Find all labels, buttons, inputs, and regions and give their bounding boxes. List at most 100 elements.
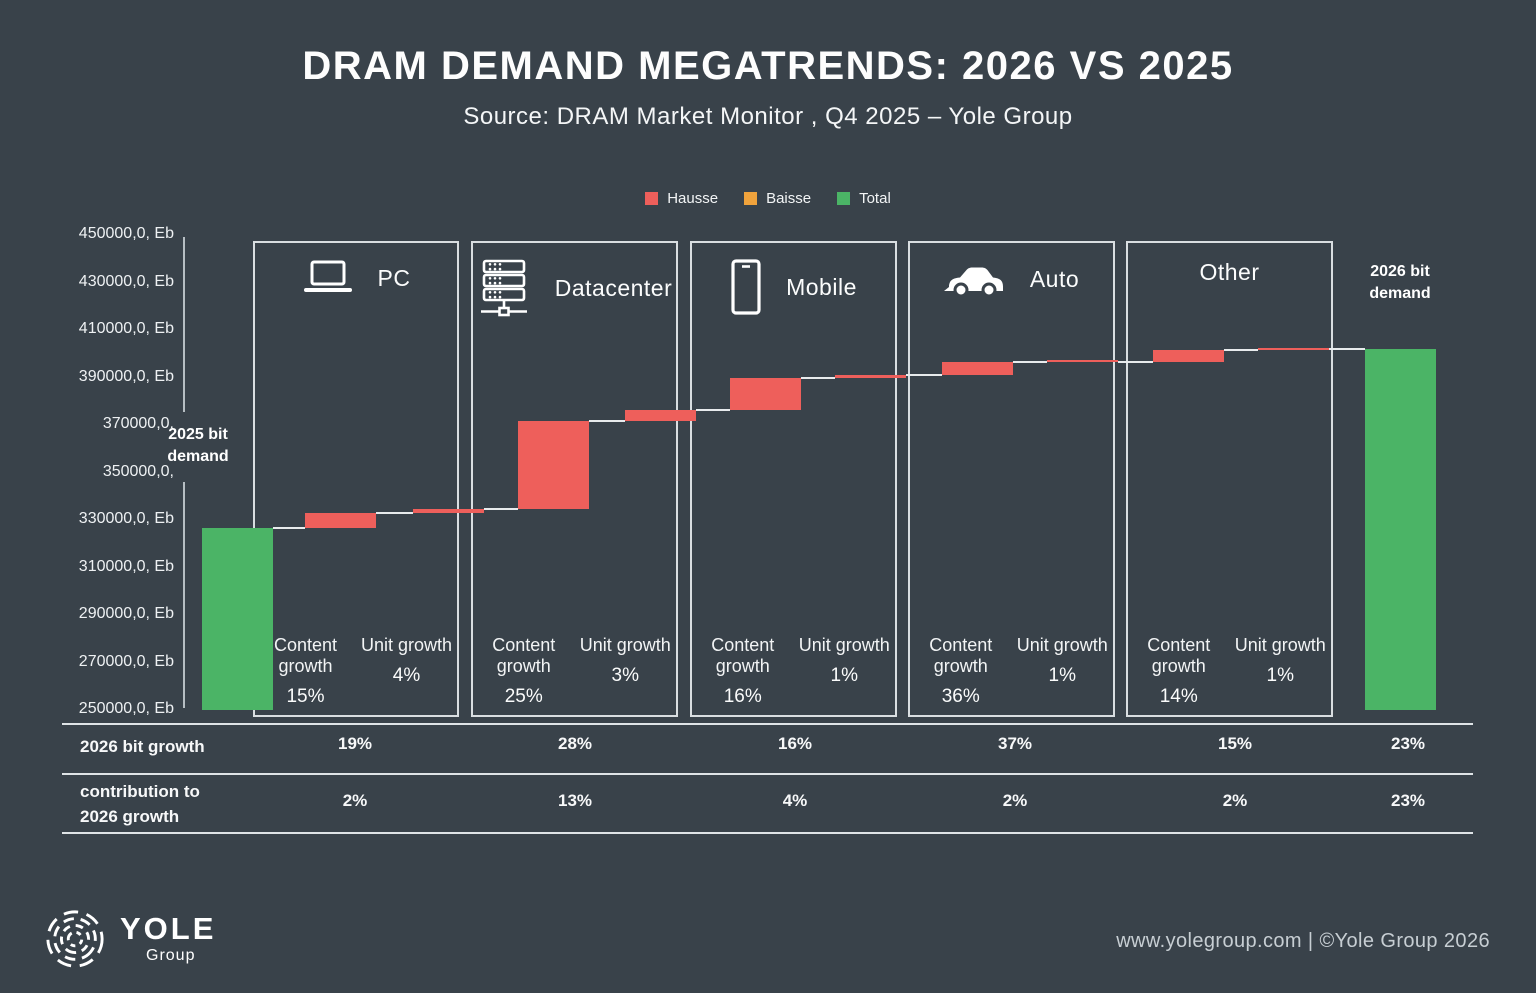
y-axis-tick-label: 250000,0, Eb: [78, 700, 174, 717]
page-title: DRAM DEMAND MEGATRENDS: 2026 VS 2025: [302, 44, 1234, 88]
category-title: Auto: [1029, 265, 1080, 292]
category-header: Auto: [910, 259, 1113, 299]
table-cell-value: 2%: [1002, 791, 1028, 810]
legend-swatch-icon: [645, 192, 659, 205]
waterfall-connector: [1118, 360, 1153, 363]
table-cell-value: 2%: [342, 791, 368, 810]
legend-item-total: Total: [837, 190, 891, 207]
y-axis-tick-label: 290000,0, Eb: [78, 605, 174, 622]
chart-legend: Hausse Baisse Total: [0, 190, 1536, 207]
unit-growth-value: 3%: [611, 664, 639, 686]
yole-logo: YOLE Group: [44, 908, 216, 970]
smartphone-icon: [731, 259, 761, 315]
legend-label: Hausse: [667, 190, 719, 207]
table-cell-value: 28%: [557, 734, 593, 753]
growth-columns: Content growth 15% Unit growth 4%: [255, 635, 457, 708]
content-growth-label: Content growth: [711, 634, 775, 676]
content-growth-column: Content growth 15%: [255, 635, 356, 708]
unit-growth-value: 1%: [1048, 664, 1076, 686]
waterfall-connector: [801, 377, 835, 380]
table-cell-value: 23%: [1390, 734, 1426, 753]
table-cell-value: 4%: [782, 791, 808, 810]
waterfall-bar-other-content-growth: [1153, 349, 1224, 362]
legend-label: Baisse: [766, 190, 812, 207]
legend-swatch-icon: [837, 192, 851, 205]
waterfall-bar-pc-content-growth: [305, 513, 376, 529]
unit-growth-column: Unit growth 1%: [794, 635, 896, 708]
table-row-label: 2026 bit growth: [80, 737, 205, 756]
table-cell-value: 23%: [1390, 791, 1426, 810]
category-header: PC: [255, 259, 457, 297]
unit-growth-label: Unit growth: [579, 634, 671, 655]
unit-growth-label: Unit growth: [360, 634, 453, 655]
unit-growth-label: Unit growth: [1234, 634, 1326, 655]
unit-growth-value: 1%: [830, 664, 858, 686]
category-panel-pc: PC Content growth 15% Unit growth 4%: [253, 241, 459, 717]
y-axis-line: [183, 237, 185, 412]
category-panel-auto: Auto Content growth 36% Unit growth 1%: [908, 241, 1115, 717]
table-cell-value: 19%: [337, 734, 373, 753]
category-title: Other: [1199, 259, 1260, 285]
unit-growth-column: Unit growth 1%: [1012, 635, 1114, 708]
waterfall-connector: [376, 512, 413, 515]
category-header: Mobile: [692, 259, 895, 315]
category-title: Mobile: [786, 273, 857, 300]
y-axis-tick-label: 310000,0, Eb: [78, 557, 174, 575]
label-2026-bit-demand: 2026 bit demand: [1369, 263, 1431, 303]
content-growth-column: Content growth 36%: [910, 635, 1012, 708]
unit-growth-label: Unit growth: [798, 634, 890, 655]
content-growth-value: 16%: [723, 686, 762, 707]
waterfall-bar-mobile-unit-growth: [835, 375, 906, 379]
table-cell-value: 37%: [997, 734, 1033, 753]
waterfall-bar-auto-unit-growth: [1047, 360, 1118, 363]
waterfall-connector: [484, 508, 518, 511]
legend-swatch-icon: [744, 192, 758, 205]
waterfall-bar-datacenter-unit-growth: [625, 410, 696, 422]
table-cell-value: 2%: [1222, 791, 1248, 810]
content-growth-label: Content growth: [273, 634, 338, 676]
y-axis-tick-label: 370000,0,: [102, 415, 174, 432]
y-axis-tick-label: 270000,0, Eb: [78, 652, 174, 670]
footer-credit: www.yolegroup.com | ©Yole Group 2026: [1116, 930, 1490, 952]
unit-growth-label: Unit growth: [1016, 634, 1108, 655]
legend-item-baisse: Baisse: [744, 190, 811, 207]
growth-columns: Content growth 36% Unit growth 1%: [910, 635, 1113, 708]
table-rule: [62, 723, 1473, 725]
logo-title: YOLE: [120, 911, 217, 946]
waterfall-connector: [1224, 348, 1258, 351]
y-axis-tick-label: 350000,0,: [102, 462, 174, 480]
content-growth-value: 14%: [1159, 686, 1198, 707]
waterfall-connector: [273, 527, 305, 530]
logo-subtitle: Group: [146, 947, 196, 964]
laptop-icon: [303, 260, 352, 292]
waterfall-connector: [906, 374, 942, 377]
category-panel-other: Other Content growth 14% Unit growth 1%: [1126, 241, 1333, 717]
growth-columns: Content growth 25% Unit growth 3%: [473, 635, 676, 708]
table-row-label: contribution to 2026 growth: [80, 782, 200, 826]
car-icon: [943, 267, 1003, 298]
y-axis-tick-label: 390000,0, Eb: [78, 367, 174, 385]
y-axis-tick-label: 330000,0, Eb: [78, 510, 174, 527]
unit-growth-value: 4%: [392, 664, 421, 686]
waterfall-bar-mobile-content-growth: [730, 378, 801, 411]
y-axis-tick-label: 410000,0, Eb: [78, 320, 174, 337]
growth-columns: Content growth 14% Unit growth 1%: [1128, 635, 1331, 708]
content-growth-label: Content growth: [929, 634, 993, 676]
content-growth-value: 25%: [504, 686, 543, 707]
table-cell-value: 13%: [557, 791, 593, 810]
table-rule: [62, 832, 1473, 834]
category-title: Datacenter: [554, 274, 673, 301]
label-2025-bit-demand: 2025 bit demand: [167, 426, 229, 466]
table-cell-value: 15%: [1217, 734, 1253, 753]
yole-logo-icon: [46, 910, 104, 968]
y-axis-tick-label: 450000,0, Eb: [78, 225, 174, 242]
page-subtitle: Source: DRAM Market Monitor , Q4 2025 – …: [463, 103, 1073, 130]
y-axis-tick-label: 430000,0, Eb: [78, 272, 174, 290]
waterfall-connector: [1329, 348, 1365, 350]
content-growth-column: Content growth 14%: [1128, 635, 1230, 708]
content-growth-column: Content growth 16%: [692, 635, 794, 708]
yole-logo-text: YOLE Group: [120, 913, 216, 965]
header: DRAM DEMAND MEGATRENDS: 2026 VS 2025 Sou…: [0, 44, 1536, 131]
